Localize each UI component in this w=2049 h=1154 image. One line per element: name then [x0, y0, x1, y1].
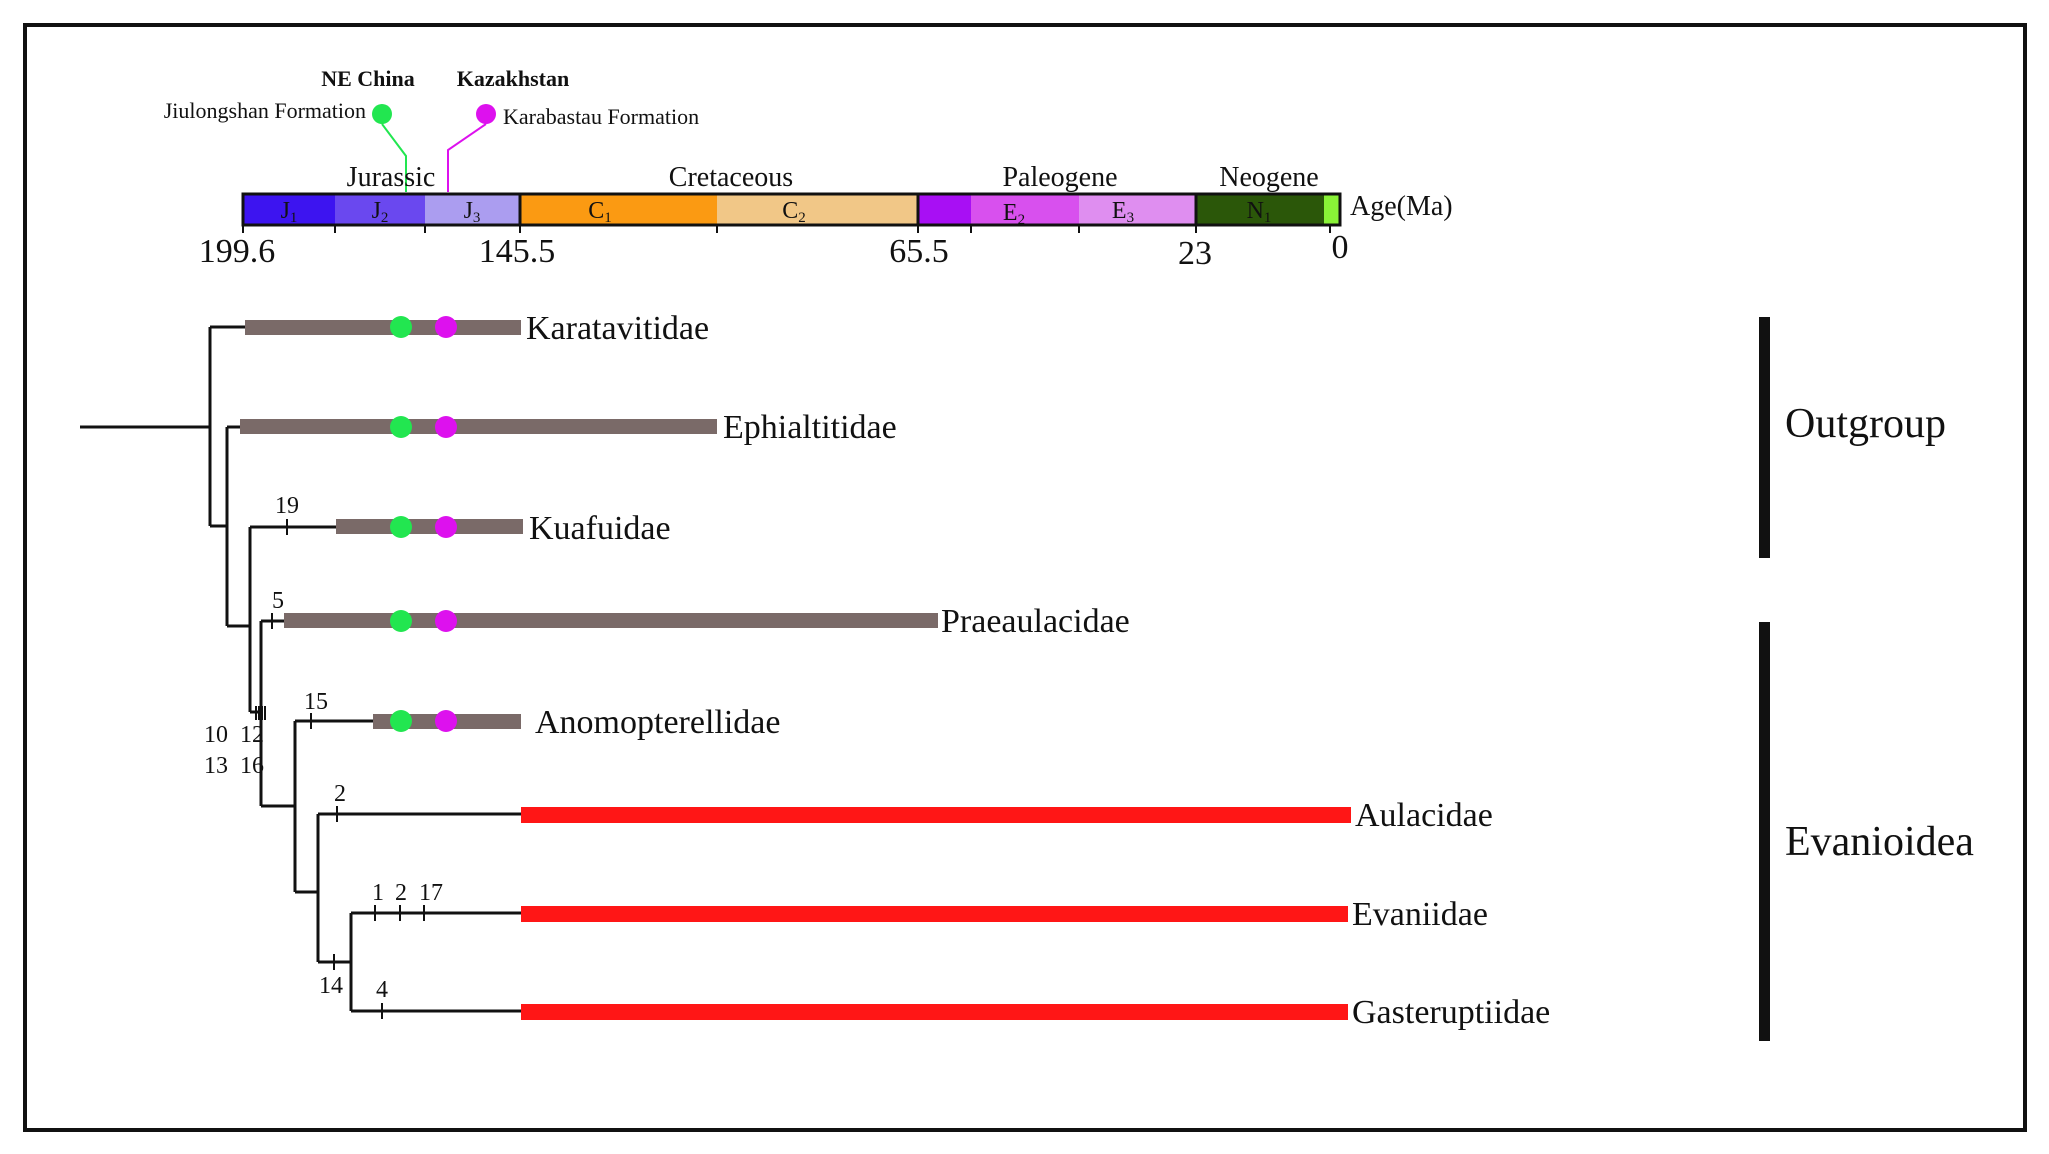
evanioidea-bracket [1759, 622, 1770, 1041]
epoch-c1 [520, 194, 717, 225]
epoch-label-j3: J3 [464, 198, 481, 226]
timescale-ticks [242, 225, 1331, 233]
jiulongshan-dot [390, 316, 412, 338]
character-label: 14 [319, 973, 343, 999]
locality-legend: NE China Kazakhstan Jiulongshan Formatio… [164, 66, 699, 192]
jiulongshan-marker-dot [372, 104, 392, 124]
epoch-e2 [971, 194, 1079, 225]
character-label: 17 [419, 880, 443, 906]
epoch-label-j2: J2 [372, 198, 389, 226]
jiulongshan-dot [390, 416, 412, 438]
karabastau-dot [435, 710, 457, 732]
timescale-bar-outline [241, 192, 1342, 227]
period-label-paleogene: Paleogene [1002, 162, 1117, 193]
karabastau-leader-line [447, 123, 487, 192]
range-bar-aulacidae [521, 807, 1351, 823]
epoch-c2 [717, 194, 918, 225]
age-label-145-5: 145.5 [479, 233, 556, 270]
formation-label-jiulongshan: Jiulongshan Formation [164, 98, 366, 123]
range-bar-gasteruptiidae [521, 1004, 1348, 1020]
character-label: 19 [275, 493, 299, 519]
age-label-65-5: 65.5 [889, 233, 949, 270]
character-label: 5 [272, 588, 284, 614]
outgroup-bracket [1759, 317, 1770, 558]
character-label: 13 [204, 753, 228, 779]
character-label: 16 [240, 753, 264, 779]
epoch-paleocene [918, 194, 971, 225]
epoch-label-e2: E2 [1003, 200, 1025, 228]
range-bar-evaniidae [521, 906, 1348, 922]
karabastau-dot [435, 416, 457, 438]
character-numbers: 19 5 15 10 12 13 16 2 1 2 17 14 4 [204, 493, 443, 1003]
character-label: 2 [334, 781, 346, 807]
epoch-j1 [243, 194, 335, 225]
group-label-outgroup: Outgroup [1785, 401, 1946, 447]
epoch-j3 [425, 194, 520, 225]
taxon-label-evaniidae: Evaniidae [1352, 896, 1488, 933]
jiulongshan-dot [390, 516, 412, 538]
karabastau-dot [435, 316, 457, 338]
taxon-label-ephialtitidae: Ephialtitidae [723, 409, 897, 446]
age-label-0: 0 [1332, 229, 1349, 266]
jiulongshan-dot [390, 610, 412, 632]
karabastau-dot [435, 516, 457, 538]
taxon-labels: Karatavitidae Ephialtitidae Kuafuidae Pr… [526, 310, 1550, 1031]
age-axis-label: Age(Ma) [1350, 191, 1453, 222]
range-bar-kuafuidae [336, 519, 523, 534]
taxon-label-praeaulacidae: Praeaulacidae [941, 603, 1130, 640]
taxon-label-gasteruptiidae: Gasteruptiidae [1352, 994, 1550, 1031]
figure-frame [23, 23, 2027, 1132]
epoch-j2 [335, 194, 425, 225]
range-bar-praeaulacidae [284, 613, 938, 628]
jiulongshan-dot [390, 710, 412, 732]
age-label-199-6: 199.6 [199, 233, 276, 270]
epoch-label-n1: N1 [1247, 198, 1272, 226]
period-label-neogene: Neogene [1219, 162, 1319, 193]
character-ticks [255, 519, 425, 1019]
character-label: 12 [240, 722, 264, 748]
group-brackets: Outgroup Evanioidea [1759, 317, 1974, 1041]
epoch-label-e3: E3 [1112, 198, 1134, 226]
age-label-23: 23 [1178, 235, 1212, 272]
fossil-dots [390, 316, 457, 732]
epoch-e3 [1079, 194, 1196, 225]
region-label-kazakhstan: Kazakhstan [457, 66, 569, 91]
character-label: 4 [376, 977, 388, 1003]
region-label-ne-china: NE China [321, 66, 415, 91]
taxon-label-karatavitidae: Karatavitidae [526, 310, 709, 347]
range-bar-ephialtitidae [240, 419, 717, 434]
karabastau-dot [435, 610, 457, 632]
epoch-label-c2: C2 [782, 198, 806, 226]
character-label: 1 [372, 880, 384, 906]
epoch-label-c1: C1 [588, 198, 612, 226]
taxon-label-aulacidae: Aulacidae [1355, 797, 1493, 834]
taxon-label-kuafuidae: Kuafuidae [529, 510, 671, 547]
formation-label-karabastau: Karabastau Formation [503, 104, 699, 129]
phylogenetic-tree [80, 325, 521, 1013]
range-bar-karatavitidae [245, 320, 521, 335]
character-label: 10 [204, 722, 228, 748]
epoch-recent [1324, 194, 1340, 225]
jiulongshan-leader-line [381, 123, 407, 192]
period-label-jurassic: Jurassic [347, 162, 436, 193]
geologic-timescale: Jurassic Cretaceous Paleogene Neogene J1… [199, 162, 1453, 272]
karabastau-marker-dot [476, 104, 496, 124]
period-label-cretaceous: Cretaceous [669, 162, 793, 193]
epoch-n1 [1196, 194, 1324, 225]
character-label: 2 [395, 880, 407, 906]
group-label-evanioidea: Evanioidea [1785, 819, 1974, 865]
taxon-label-anomopterellidae: Anomopterellidae [535, 704, 780, 741]
epoch-label-j1: J1 [281, 198, 298, 226]
character-label: 15 [304, 689, 328, 715]
